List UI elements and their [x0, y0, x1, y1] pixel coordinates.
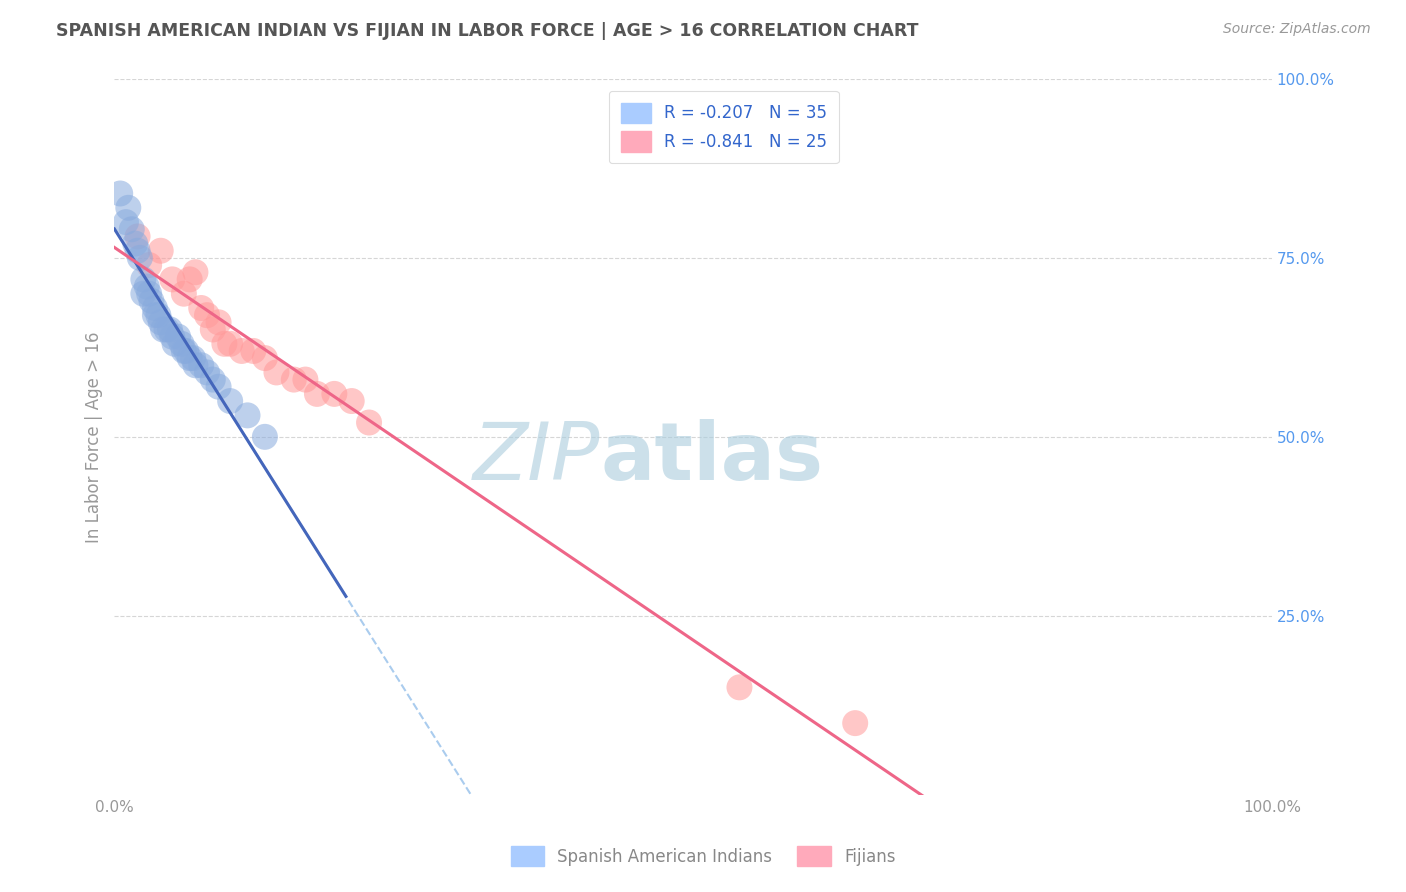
Point — [148, 308, 170, 322]
Text: SPANISH AMERICAN INDIAN VS FIJIAN IN LABOR FORCE | AGE > 16 CORRELATION CHART: SPANISH AMERICAN INDIAN VS FIJIAN IN LAB… — [56, 22, 918, 40]
Point — [219, 336, 242, 351]
Point — [128, 251, 150, 265]
Point — [162, 329, 184, 343]
Point — [115, 215, 138, 229]
Point — [117, 201, 139, 215]
Point — [179, 351, 201, 365]
Point — [357, 416, 380, 430]
Text: ZIP: ZIP — [474, 419, 600, 498]
Point — [207, 315, 229, 329]
Point — [728, 681, 751, 695]
Point — [181, 351, 204, 365]
Point — [173, 343, 195, 358]
Point — [143, 301, 166, 315]
Point — [184, 358, 207, 372]
Point — [173, 286, 195, 301]
Legend: R = -0.207   N = 35, R = -0.841   N = 25: R = -0.207 N = 35, R = -0.841 N = 25 — [609, 91, 838, 163]
Point — [135, 279, 157, 293]
Point — [138, 286, 160, 301]
Point — [214, 336, 236, 351]
Point — [149, 244, 172, 258]
Point — [108, 186, 131, 201]
Point — [195, 366, 218, 380]
Point — [305, 387, 328, 401]
Point — [184, 265, 207, 279]
Point — [167, 329, 190, 343]
Y-axis label: In Labor Force | Age > 16: In Labor Force | Age > 16 — [86, 331, 103, 542]
Point — [844, 716, 866, 731]
Point — [253, 351, 276, 365]
Point — [236, 409, 259, 423]
Point — [201, 373, 224, 387]
Point — [121, 222, 143, 236]
Legend: Spanish American Indians, Fijians: Spanish American Indians, Fijians — [502, 838, 904, 875]
Text: Source: ZipAtlas.com: Source: ZipAtlas.com — [1223, 22, 1371, 37]
Point — [294, 373, 316, 387]
Point — [152, 322, 174, 336]
Point — [253, 430, 276, 444]
Point — [132, 272, 155, 286]
Point — [219, 394, 242, 409]
Point — [179, 272, 201, 286]
Point — [195, 308, 218, 322]
Point — [266, 366, 288, 380]
Point — [190, 301, 212, 315]
Point — [138, 258, 160, 272]
Point — [174, 343, 197, 358]
Point — [242, 343, 264, 358]
Point — [340, 394, 363, 409]
Point — [201, 322, 224, 336]
Point — [132, 286, 155, 301]
Point — [127, 244, 149, 258]
Point — [283, 373, 305, 387]
Point — [163, 336, 186, 351]
Point — [124, 236, 146, 251]
Point — [190, 358, 212, 372]
Point — [159, 322, 181, 336]
Point — [155, 322, 177, 336]
Point — [149, 315, 172, 329]
Point — [127, 229, 149, 244]
Point — [231, 343, 253, 358]
Point — [170, 336, 193, 351]
Point — [143, 308, 166, 322]
Point — [162, 272, 184, 286]
Point — [207, 380, 229, 394]
Point — [141, 293, 163, 308]
Text: atlas: atlas — [600, 419, 824, 498]
Point — [323, 387, 346, 401]
